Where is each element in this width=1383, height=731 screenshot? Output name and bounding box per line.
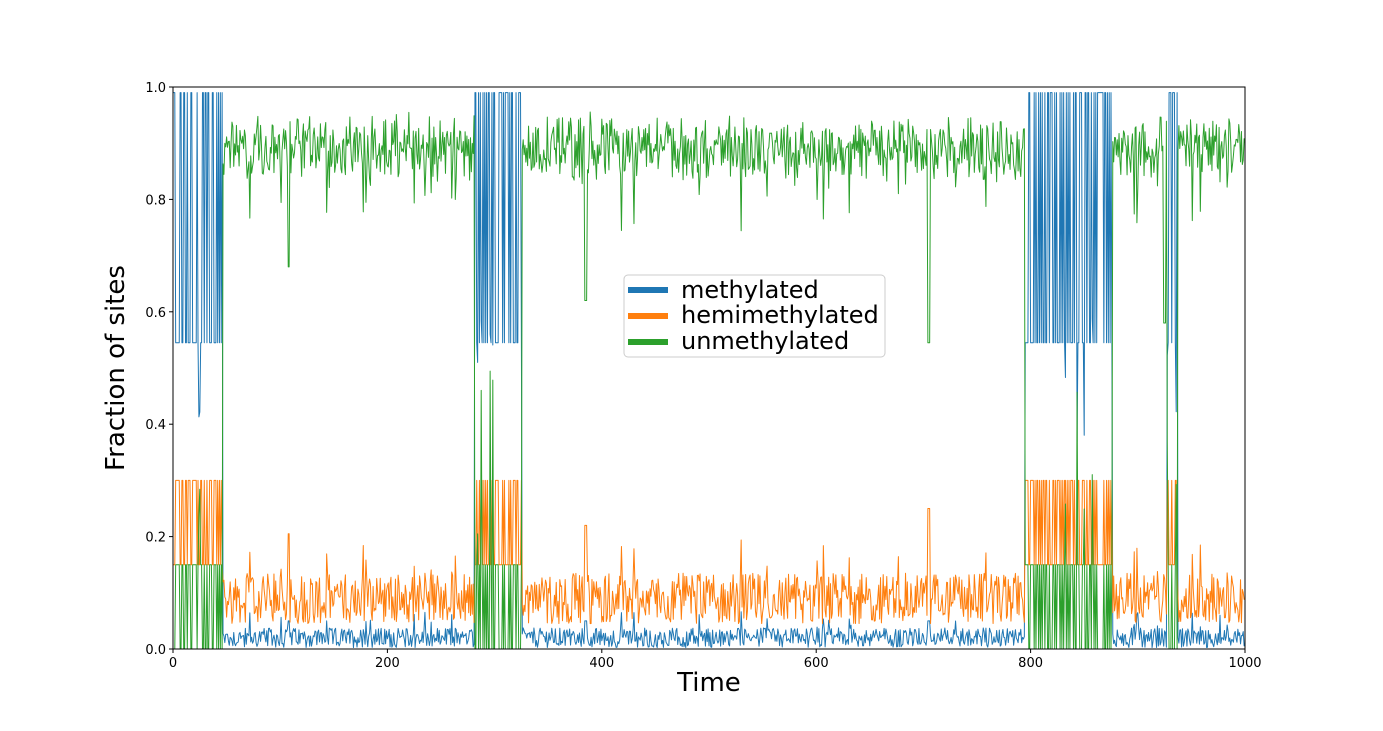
x-tick-label: 0 (169, 656, 177, 671)
x-tick-label: 200 (375, 656, 400, 671)
legend-label-hemimethylated: hemimethylated (681, 301, 879, 329)
series-line-hemimethylated (173, 479, 1246, 625)
x-axis: 0 200 400 600 800 1000 (169, 649, 1262, 671)
x-tick-label: 600 (804, 656, 829, 671)
plot-frame (172, 86, 1246, 650)
x-tick-label: 1000 (1228, 656, 1261, 671)
x-tick-label: 800 (1018, 656, 1043, 671)
y-axis: 0.0 0.2 0.4 0.6 0.8 1.0 (145, 81, 173, 658)
x-axis-label: Time (676, 668, 741, 698)
y-tick-label: 0.0 (145, 643, 166, 658)
y-axis-label: Fraction of sites (101, 265, 131, 471)
legend-box (623, 274, 886, 358)
x-tick-label: 400 (589, 656, 614, 671)
legend: methylated hemimethylated unmethylated (623, 274, 886, 358)
legend-label-methylated: methylated (681, 276, 819, 304)
y-tick-label: 1.0 (145, 81, 166, 96)
legend-label-unmethylated: unmethylated (681, 327, 849, 355)
y-tick-label: 0.8 (145, 193, 166, 208)
series-line-methylated (173, 92, 1246, 649)
y-tick-label: 0.2 (145, 531, 166, 546)
y-tick-label: 0.4 (145, 418, 166, 433)
y-tick-label: 0.6 (145, 306, 166, 321)
